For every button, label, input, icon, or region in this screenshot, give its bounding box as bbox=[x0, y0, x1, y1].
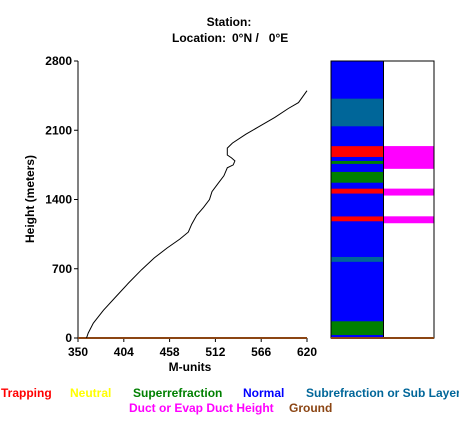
layer-band bbox=[331, 335, 383, 338]
x-tick-label: 620 bbox=[297, 345, 317, 359]
legend-neutral: Neutral bbox=[70, 386, 112, 400]
y-tick-label: 0 bbox=[65, 331, 72, 345]
layer-band bbox=[331, 256, 383, 262]
duct-band bbox=[384, 188, 434, 196]
layer-band bbox=[331, 98, 383, 127]
x-axis-label: M-units bbox=[169, 360, 212, 374]
layer-band bbox=[331, 126, 383, 147]
duct-band bbox=[384, 216, 434, 224]
legend-normal: Normal bbox=[243, 386, 285, 400]
x-tick-label: 458 bbox=[160, 345, 180, 359]
location-label: Location: bbox=[172, 31, 226, 45]
y-tick-label: 1400 bbox=[45, 193, 72, 207]
y-tick-label: 2100 bbox=[45, 123, 72, 137]
m-unit-profile-line bbox=[86, 90, 308, 339]
location-value: 0°N / 0°E bbox=[232, 31, 288, 45]
layer-band bbox=[331, 160, 383, 164]
x-tick-label: 404 bbox=[114, 345, 134, 359]
legend-trapping: Trapping bbox=[1, 386, 52, 400]
layer-band bbox=[331, 163, 383, 172]
y-tick-label: 700 bbox=[52, 262, 72, 276]
y-tick-label: 2800 bbox=[45, 54, 72, 68]
legend-ground: Ground bbox=[289, 401, 333, 415]
layer-band bbox=[331, 146, 383, 157]
layer-band bbox=[331, 193, 383, 217]
layer-band bbox=[331, 321, 383, 336]
legend-subrefraction: Subrefraction or Sub Layer bbox=[306, 386, 459, 400]
layer-band bbox=[331, 221, 383, 257]
plot-area: 0 700 1400 2100 2800 350 404 458 512 566 620 bbox=[45, 54, 317, 359]
layer-band bbox=[331, 156, 383, 161]
layer-band bbox=[331, 261, 383, 322]
layer-band bbox=[331, 182, 383, 189]
x-tick-label: 566 bbox=[251, 345, 271, 359]
x-tick-label: 350 bbox=[68, 345, 88, 359]
layer-columns bbox=[330, 60, 435, 339]
y-axis-label: Height (meters) bbox=[23, 155, 37, 243]
duct-band bbox=[384, 146, 434, 169]
layer-band bbox=[331, 171, 383, 183]
layer-band bbox=[331, 61, 383, 99]
legend-duct: Duct or Evap Duct Height bbox=[129, 401, 274, 415]
station-label: Station: bbox=[207, 15, 252, 29]
x-tick-label: 512 bbox=[205, 345, 225, 359]
legend-superrefraction: Superrefraction bbox=[133, 386, 223, 400]
layer-band bbox=[331, 188, 383, 194]
layer-band bbox=[331, 216, 383, 222]
duct-column-background bbox=[384, 61, 434, 338]
